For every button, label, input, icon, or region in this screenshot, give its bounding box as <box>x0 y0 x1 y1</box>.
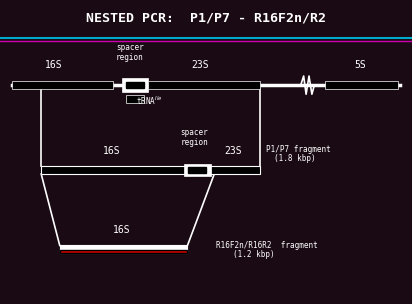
Text: spacer
region: spacer region <box>116 43 144 62</box>
FancyBboxPatch shape <box>148 81 260 89</box>
Text: 16S: 16S <box>113 225 130 235</box>
Text: tRNA$^{Ile}$: tRNA$^{Ile}$ <box>136 95 162 107</box>
FancyBboxPatch shape <box>60 250 187 253</box>
FancyBboxPatch shape <box>325 81 398 89</box>
Text: 23S: 23S <box>224 146 241 156</box>
Text: P1/P7 fragment: P1/P7 fragment <box>266 145 330 154</box>
Text: 5S: 5S <box>355 60 366 71</box>
Text: 16S: 16S <box>103 146 120 156</box>
FancyBboxPatch shape <box>41 167 260 174</box>
Text: 23S: 23S <box>191 60 208 71</box>
FancyBboxPatch shape <box>12 81 113 89</box>
Text: 16S: 16S <box>45 60 62 71</box>
FancyBboxPatch shape <box>184 164 211 176</box>
FancyBboxPatch shape <box>126 82 144 88</box>
FancyBboxPatch shape <box>126 95 144 103</box>
Text: NESTED PCR:  P1/P7 - R16F2n/R2: NESTED PCR: P1/P7 - R16F2n/R2 <box>86 12 326 25</box>
FancyBboxPatch shape <box>188 167 206 173</box>
Text: spacer
region: spacer region <box>180 128 208 147</box>
FancyBboxPatch shape <box>122 78 148 92</box>
Text: (1.2 kbp): (1.2 kbp) <box>233 250 274 259</box>
Text: (1.8 kbp): (1.8 kbp) <box>274 154 316 163</box>
Text: R16F2n/R16R2  fragment: R16F2n/R16R2 fragment <box>216 241 318 250</box>
FancyBboxPatch shape <box>60 246 187 253</box>
